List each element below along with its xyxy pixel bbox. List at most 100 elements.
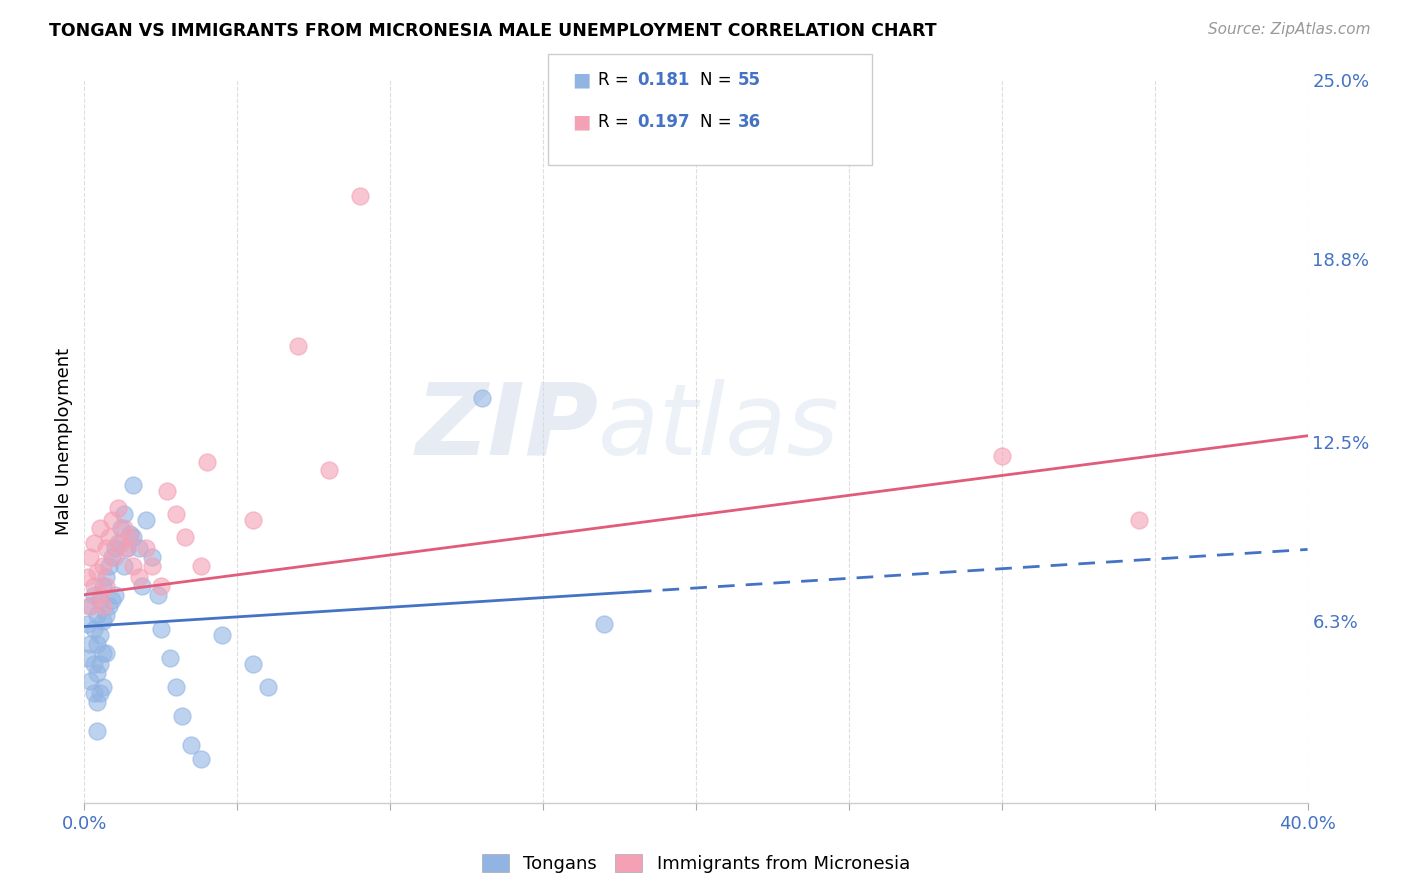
Point — [141, 550, 163, 565]
Point — [159, 651, 181, 665]
Point — [190, 752, 212, 766]
Text: 0.197: 0.197 — [637, 113, 689, 131]
Point — [83, 657, 105, 671]
Point — [94, 570, 117, 584]
Point — [79, 599, 101, 614]
Text: TONGAN VS IMMIGRANTS FROM MICRONESIA MALE UNEMPLOYMENT CORRELATION CHART: TONGAN VS IMMIGRANTS FROM MICRONESIA MAL… — [49, 22, 936, 40]
Point — [115, 541, 138, 556]
Point — [91, 614, 114, 628]
Point — [471, 391, 494, 405]
Point — [128, 570, 150, 584]
Point — [86, 695, 108, 709]
Point — [165, 680, 187, 694]
Text: 36: 36 — [738, 113, 761, 131]
Point — [104, 541, 127, 556]
Point — [79, 637, 101, 651]
Point — [89, 588, 111, 602]
Point — [91, 646, 114, 660]
Point — [180, 738, 202, 752]
Point — [89, 628, 111, 642]
Point — [257, 680, 280, 694]
Point — [122, 530, 145, 544]
Point — [149, 579, 172, 593]
Point — [135, 512, 157, 526]
Point — [172, 709, 194, 723]
Point — [83, 588, 105, 602]
Text: N =: N = — [700, 71, 737, 89]
Point — [101, 593, 124, 607]
Text: atlas: atlas — [598, 378, 839, 475]
Text: ■: ■ — [572, 70, 591, 90]
Point — [122, 478, 145, 492]
Point — [120, 527, 142, 541]
Point — [318, 463, 340, 477]
Point — [593, 616, 616, 631]
Text: Source: ZipAtlas.com: Source: ZipAtlas.com — [1208, 22, 1371, 37]
Point — [86, 607, 108, 622]
Point — [349, 189, 371, 203]
Point — [110, 521, 132, 535]
Y-axis label: Male Unemployment: Male Unemployment — [55, 348, 73, 535]
Text: ■: ■ — [572, 112, 591, 132]
Text: N =: N = — [700, 113, 737, 131]
Point — [120, 530, 142, 544]
Point — [97, 530, 120, 544]
Point — [174, 530, 197, 544]
Point — [83, 623, 105, 637]
Point — [146, 588, 169, 602]
Point — [287, 339, 309, 353]
Point — [112, 558, 135, 573]
Text: ZIP: ZIP — [415, 378, 598, 475]
Point — [76, 570, 98, 584]
Point — [89, 521, 111, 535]
Point — [86, 723, 108, 738]
Point — [86, 637, 108, 651]
Text: R =: R = — [598, 113, 634, 131]
Point — [165, 507, 187, 521]
Point — [242, 657, 264, 671]
Point — [94, 607, 117, 622]
Point — [89, 657, 111, 671]
Point — [211, 628, 233, 642]
Point — [131, 579, 153, 593]
Point — [128, 541, 150, 556]
Point — [94, 579, 117, 593]
Point — [91, 599, 114, 614]
Point — [91, 579, 114, 593]
Point — [110, 535, 132, 549]
Point — [94, 646, 117, 660]
Point — [112, 507, 135, 521]
Point — [156, 483, 179, 498]
Point — [89, 593, 111, 607]
Point — [86, 665, 108, 680]
Point — [79, 599, 101, 614]
Point — [89, 686, 111, 700]
Point — [97, 599, 120, 614]
Text: R =: R = — [598, 71, 634, 89]
Point — [141, 558, 163, 573]
Point — [91, 680, 114, 694]
Point — [83, 579, 105, 593]
Point — [149, 623, 172, 637]
Point — [112, 521, 135, 535]
Point — [79, 550, 101, 565]
Point — [104, 588, 127, 602]
Point — [122, 558, 145, 573]
Text: 55: 55 — [738, 71, 761, 89]
Point — [86, 565, 108, 579]
Point — [104, 550, 127, 565]
Point — [76, 616, 98, 631]
Point — [1128, 512, 1150, 526]
Point — [94, 541, 117, 556]
Point — [101, 550, 124, 565]
Point — [190, 558, 212, 573]
Point — [195, 455, 218, 469]
Point — [76, 651, 98, 665]
Point — [107, 501, 129, 516]
Text: 0.181: 0.181 — [637, 71, 689, 89]
Point — [83, 535, 105, 549]
Point — [91, 558, 114, 573]
Legend: Tongans, Immigrants from Micronesia: Tongans, Immigrants from Micronesia — [475, 847, 917, 880]
Point — [101, 512, 124, 526]
Point — [242, 512, 264, 526]
